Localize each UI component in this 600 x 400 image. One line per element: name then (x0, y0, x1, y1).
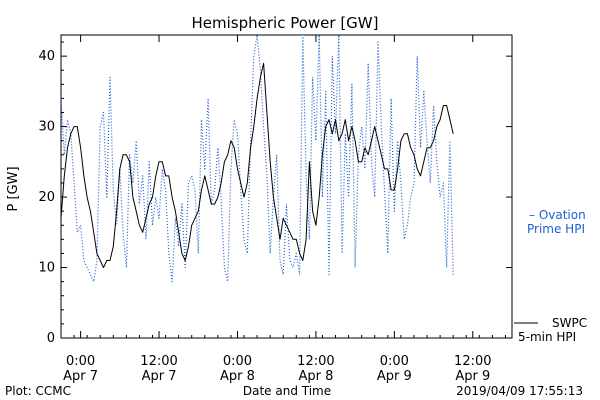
y-tick-label: 30 (38, 120, 55, 135)
x-tick-label-time: 0:00 (66, 354, 95, 369)
x-tick-label-date: Apr 9 (455, 369, 490, 384)
y-tick-label: 20 (38, 190, 55, 205)
legend-swpc-line1: SWPC (552, 316, 587, 330)
y-tick-label: 40 (38, 49, 55, 64)
x-tick-label-date: Apr 7 (142, 369, 177, 384)
chart-title: Hemispheric Power [GW] (192, 14, 379, 32)
plot-frame (60, 34, 513, 339)
y-tick-label: 0 (47, 331, 55, 346)
x-tick-label-time: 0:00 (380, 354, 409, 369)
x-tick-label-time: 0:00 (223, 354, 252, 369)
x-axis-label: Date and Time (243, 384, 331, 398)
x-tick-label-date: Apr 9 (377, 369, 412, 384)
legend-swpc-line2: 5-min HPI (518, 330, 576, 344)
legend-ovation-line1: – Ovation (529, 208, 586, 222)
y-axis: 0 10 20 30 40 (38, 41, 512, 346)
y-axis-label: P [GW] (6, 166, 21, 211)
x-tick-label-time: 12:00 (297, 354, 334, 369)
y-tick-label: 10 (38, 261, 55, 276)
series-swpc-line (60, 62, 454, 268)
footer-plot-credit: Plot: CCMC (5, 384, 71, 398)
footer-timestamp: 2019/04/09 17:55:13 (456, 384, 583, 398)
x-tick-label-date: Apr 8 (298, 369, 333, 384)
x-tick-label-date: Apr 7 (63, 369, 98, 384)
x-tick-label-time: 12:00 (454, 354, 491, 369)
series-ovation-prime-line (60, 34, 454, 283)
legend-ovation-line2: Prime HPI (527, 222, 585, 236)
x-tick-label-date: Apr 8 (220, 369, 255, 384)
series-layer (60, 34, 454, 283)
x-tick-label-time: 12:00 (140, 354, 177, 369)
